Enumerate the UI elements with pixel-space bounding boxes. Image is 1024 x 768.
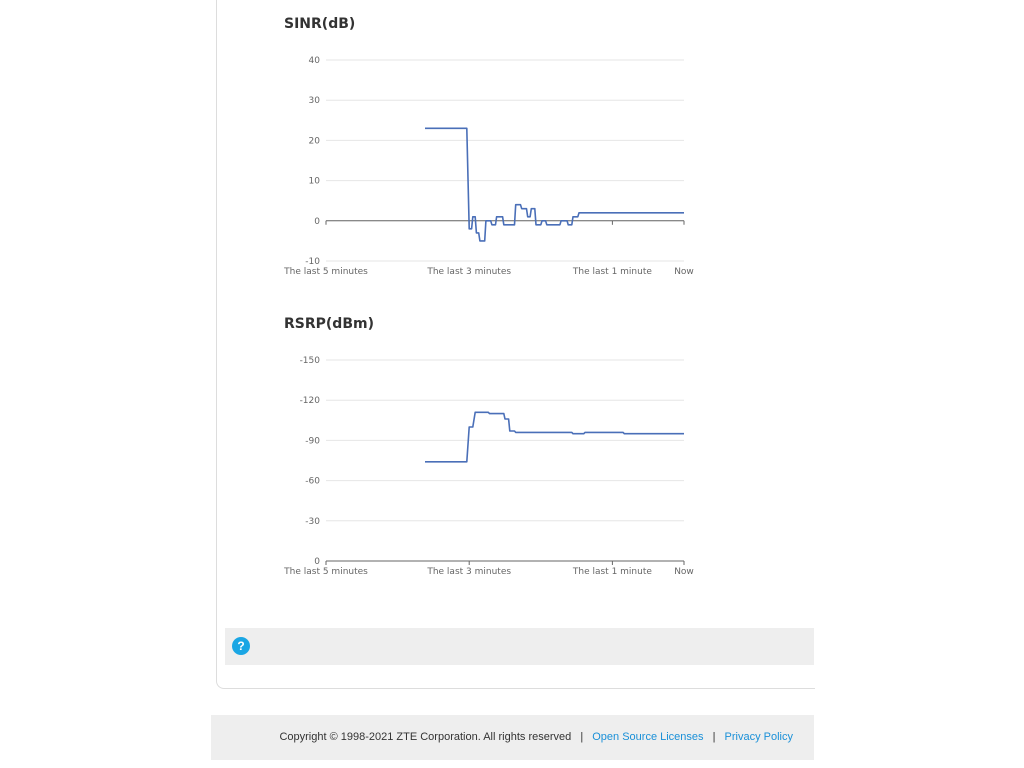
sinr-y-tick-label: 20 bbox=[309, 136, 321, 146]
rsrp-chart-title: RSRP(dBm) bbox=[284, 316, 374, 332]
copyright-text: Copyright © 1998-2021 ZTE Corporation. A… bbox=[279, 731, 572, 743]
footer-separator: | bbox=[580, 731, 584, 743]
sinr-x-tick-label: The last 5 minutes bbox=[283, 267, 368, 277]
privacy-policy-link[interactable]: Privacy Policy bbox=[724, 731, 793, 743]
rsrp-y-tick-label: -120 bbox=[300, 396, 321, 406]
rsrp-y-tick-label: -90 bbox=[305, 436, 320, 446]
help-bar: ? bbox=[225, 628, 814, 665]
help-icon[interactable]: ? bbox=[232, 637, 250, 655]
rsrp-x-tick-label: The last 1 minute bbox=[572, 567, 652, 577]
sinr-y-tick-label: 10 bbox=[309, 177, 321, 187]
rsrp-x-tick-label: Now bbox=[674, 567, 694, 577]
open-source-licenses-link[interactable]: Open Source Licenses bbox=[592, 731, 704, 743]
sinr-y-tick-label: 40 bbox=[309, 56, 321, 66]
rsrp-x-tick-label: The last 5 minutes bbox=[283, 567, 368, 577]
sinr-x-tick-label: The last 1 minute bbox=[572, 267, 652, 277]
sinr-y-tick-label: -10 bbox=[305, 257, 320, 267]
footer: Copyright © 1998-2021 ZTE Corporation. A… bbox=[211, 715, 814, 760]
sinr-x-tick-label: Now bbox=[674, 267, 694, 277]
rsrp-y-tick-label: 0 bbox=[314, 557, 320, 567]
sinr-x-tick-label: The last 3 minutes bbox=[426, 267, 511, 277]
rsrp-series-line bbox=[425, 411, 684, 463]
signal-card bbox=[216, 0, 815, 689]
sinr-chart-title: SINR(dB) bbox=[284, 16, 356, 32]
rsrp-y-tick-label: -150 bbox=[300, 356, 321, 366]
sinr-series-line bbox=[425, 127, 684, 242]
sinr-y-tick-label: 30 bbox=[309, 96, 321, 106]
rsrp-y-tick-label: -60 bbox=[305, 477, 320, 487]
rsrp-x-tick-label: The last 3 minutes bbox=[426, 567, 511, 577]
rsrp-y-tick-label: -30 bbox=[305, 517, 320, 527]
footer-separator: | bbox=[712, 731, 716, 743]
sinr-y-tick-label: 0 bbox=[314, 217, 320, 227]
